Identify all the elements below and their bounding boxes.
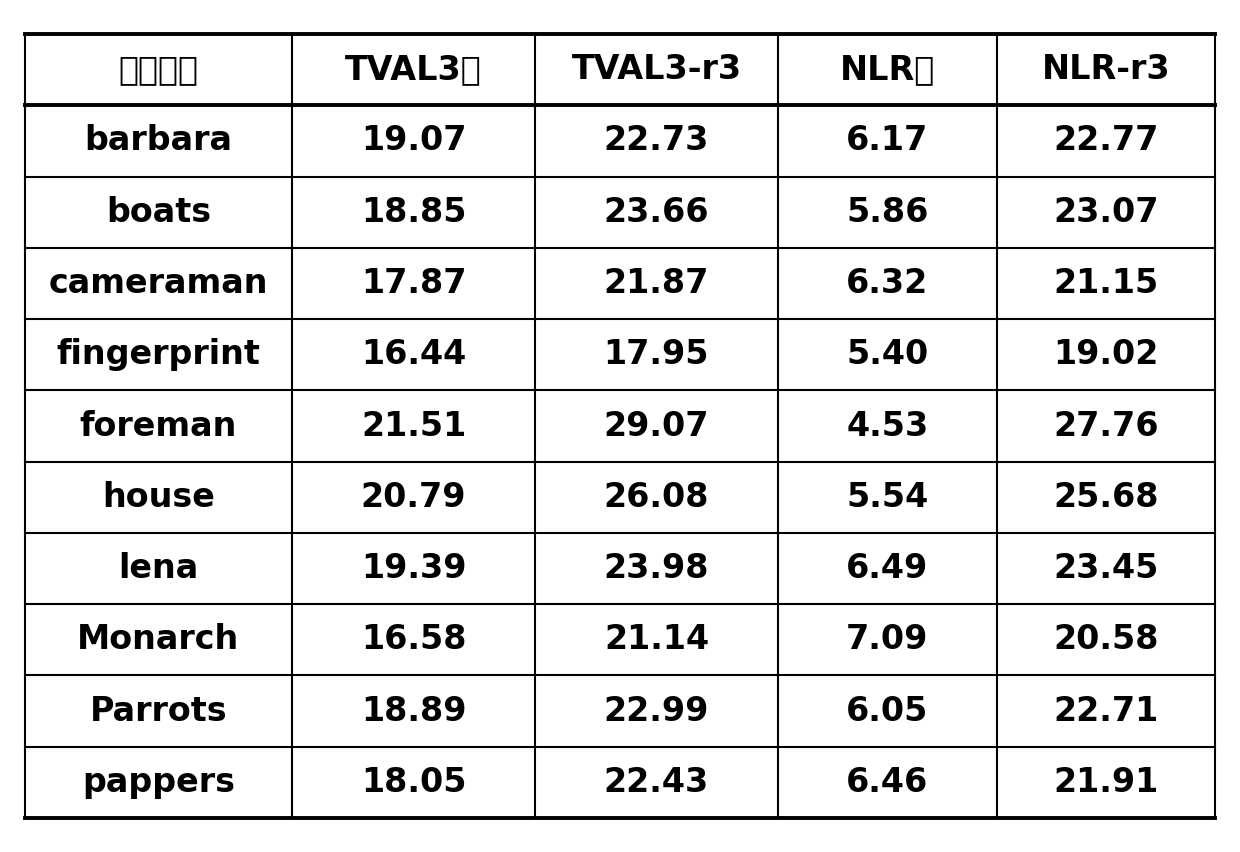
Text: 17.87: 17.87 bbox=[361, 267, 466, 300]
Text: 6.32: 6.32 bbox=[846, 267, 929, 300]
Text: Parrots: Parrots bbox=[89, 694, 227, 728]
Text: 6.17: 6.17 bbox=[846, 124, 929, 158]
Text: boats: boats bbox=[105, 196, 211, 228]
Text: 29.07: 29.07 bbox=[604, 410, 709, 442]
Text: 6.46: 6.46 bbox=[846, 766, 929, 799]
Text: 19.39: 19.39 bbox=[361, 552, 466, 585]
Text: 22.71: 22.71 bbox=[1053, 694, 1158, 728]
Text: 25.68: 25.68 bbox=[1053, 481, 1158, 514]
Text: pappers: pappers bbox=[82, 766, 234, 799]
Text: 18.85: 18.85 bbox=[361, 196, 466, 228]
Text: house: house bbox=[102, 481, 215, 514]
Text: 6.49: 6.49 bbox=[846, 552, 929, 585]
Text: NLR-r3: NLR-r3 bbox=[1042, 53, 1171, 86]
Text: 4.53: 4.53 bbox=[846, 410, 929, 442]
Text: 21.91: 21.91 bbox=[1053, 766, 1158, 799]
Text: TVAL3原: TVAL3原 bbox=[345, 53, 482, 86]
Text: 19.02: 19.02 bbox=[1053, 338, 1158, 371]
Text: 22.99: 22.99 bbox=[604, 694, 709, 728]
Text: 26.08: 26.08 bbox=[604, 481, 709, 514]
Text: 6.05: 6.05 bbox=[846, 694, 929, 728]
Text: 5.54: 5.54 bbox=[846, 481, 929, 514]
Text: 22.73: 22.73 bbox=[604, 124, 709, 158]
Text: 23.07: 23.07 bbox=[1053, 196, 1158, 228]
Text: TVAL3-r3: TVAL3-r3 bbox=[572, 53, 742, 86]
Text: 7.09: 7.09 bbox=[846, 624, 929, 656]
Text: 27.76: 27.76 bbox=[1053, 410, 1158, 442]
Text: 图像名称: 图像名称 bbox=[118, 53, 198, 86]
Text: 5.40: 5.40 bbox=[846, 338, 929, 371]
Text: 17.95: 17.95 bbox=[604, 338, 709, 371]
Text: 18.89: 18.89 bbox=[361, 694, 466, 728]
Text: 21.14: 21.14 bbox=[604, 624, 709, 656]
Text: 5.86: 5.86 bbox=[846, 196, 929, 228]
Text: Monarch: Monarch bbox=[77, 624, 239, 656]
Text: NLR原: NLR原 bbox=[839, 53, 935, 86]
Text: 22.43: 22.43 bbox=[604, 766, 709, 799]
Text: 22.77: 22.77 bbox=[1053, 124, 1158, 158]
Text: 21.87: 21.87 bbox=[604, 267, 709, 300]
Text: 21.15: 21.15 bbox=[1053, 267, 1158, 300]
Text: 19.07: 19.07 bbox=[361, 124, 466, 158]
Text: 18.05: 18.05 bbox=[361, 766, 466, 799]
Text: foreman: foreman bbox=[79, 410, 237, 442]
Text: fingerprint: fingerprint bbox=[57, 338, 260, 371]
Text: barbara: barbara bbox=[84, 124, 232, 158]
Text: 23.45: 23.45 bbox=[1053, 552, 1158, 585]
Text: 16.58: 16.58 bbox=[361, 624, 466, 656]
Text: cameraman: cameraman bbox=[48, 267, 268, 300]
Text: 23.66: 23.66 bbox=[604, 196, 709, 228]
Text: 23.98: 23.98 bbox=[604, 552, 709, 585]
Text: lena: lena bbox=[118, 552, 198, 585]
Text: 16.44: 16.44 bbox=[361, 338, 466, 371]
Text: 21.51: 21.51 bbox=[361, 410, 466, 442]
Text: 20.58: 20.58 bbox=[1053, 624, 1158, 656]
Text: 20.79: 20.79 bbox=[361, 481, 466, 514]
